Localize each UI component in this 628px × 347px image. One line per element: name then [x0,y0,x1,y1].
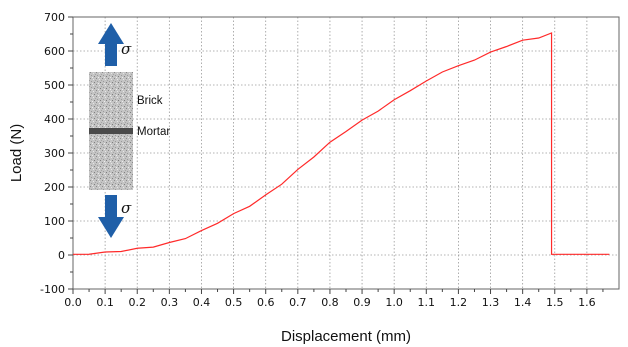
arrow-up-icon [98,23,124,66]
x-tick-label: 0.2 [128,296,146,309]
x-tick-label: 1.1 [418,296,436,309]
x-tick-label: 0.3 [161,296,179,309]
x-tick-label: 0.0 [64,296,82,309]
x-axis-title: Displacement (mm) [281,328,411,345]
x-tick-label: 1.4 [514,296,532,309]
x-tick-label: 0.4 [193,296,211,309]
y-tick-label: 700 [44,11,65,24]
y-tick-label: 300 [44,147,65,160]
specimen-inset: σ σ Brick Mortar [89,23,170,238]
x-tick-label: 1.5 [546,296,564,309]
y-tick-labels: -100 0 100 200 300 400 500 600 700 [40,11,65,296]
brick-label: Brick [137,95,163,107]
x-tick-label: 0.1 [96,296,114,309]
mortar-label: Mortar [137,126,170,138]
x-tick-label: 0.8 [321,296,339,309]
x-tick-label: 1.6 [578,296,596,309]
x-tick-label: 0.7 [289,296,307,309]
grid [73,17,619,289]
y-tick-label: 100 [44,215,65,228]
sigma-bottom-label: σ [121,199,132,217]
y-tick-label: 500 [44,79,65,92]
y-axis-title: Load (N) [8,124,25,182]
x-tick-label: 0.6 [257,296,275,309]
y-tick-label: 200 [44,181,65,194]
x-tick-label: 0.9 [353,296,371,309]
mortar-layer [89,128,133,134]
x-tick-labels: 0.0 0.1 0.2 0.3 0.4 0.5 0.6 0.7 0.8 0.9 1.0 1.1 1.2 1… [64,296,595,309]
y-tick-label: 0 [58,249,65,262]
x-tick-label: 1.2 [450,296,468,309]
sigma-top-label: σ [121,40,132,58]
series-line [72,32,610,255]
x-tick-label: 1.0 [385,296,403,309]
y-tick-label: 600 [44,45,65,58]
arrow-down-icon [98,195,124,238]
y-tick-label: -100 [40,283,65,296]
x-tick-label: 0.5 [225,296,243,309]
axis-ticks [68,16,604,294]
y-tick-label: 400 [44,113,65,126]
x-tick-label: 1.3 [482,296,500,309]
